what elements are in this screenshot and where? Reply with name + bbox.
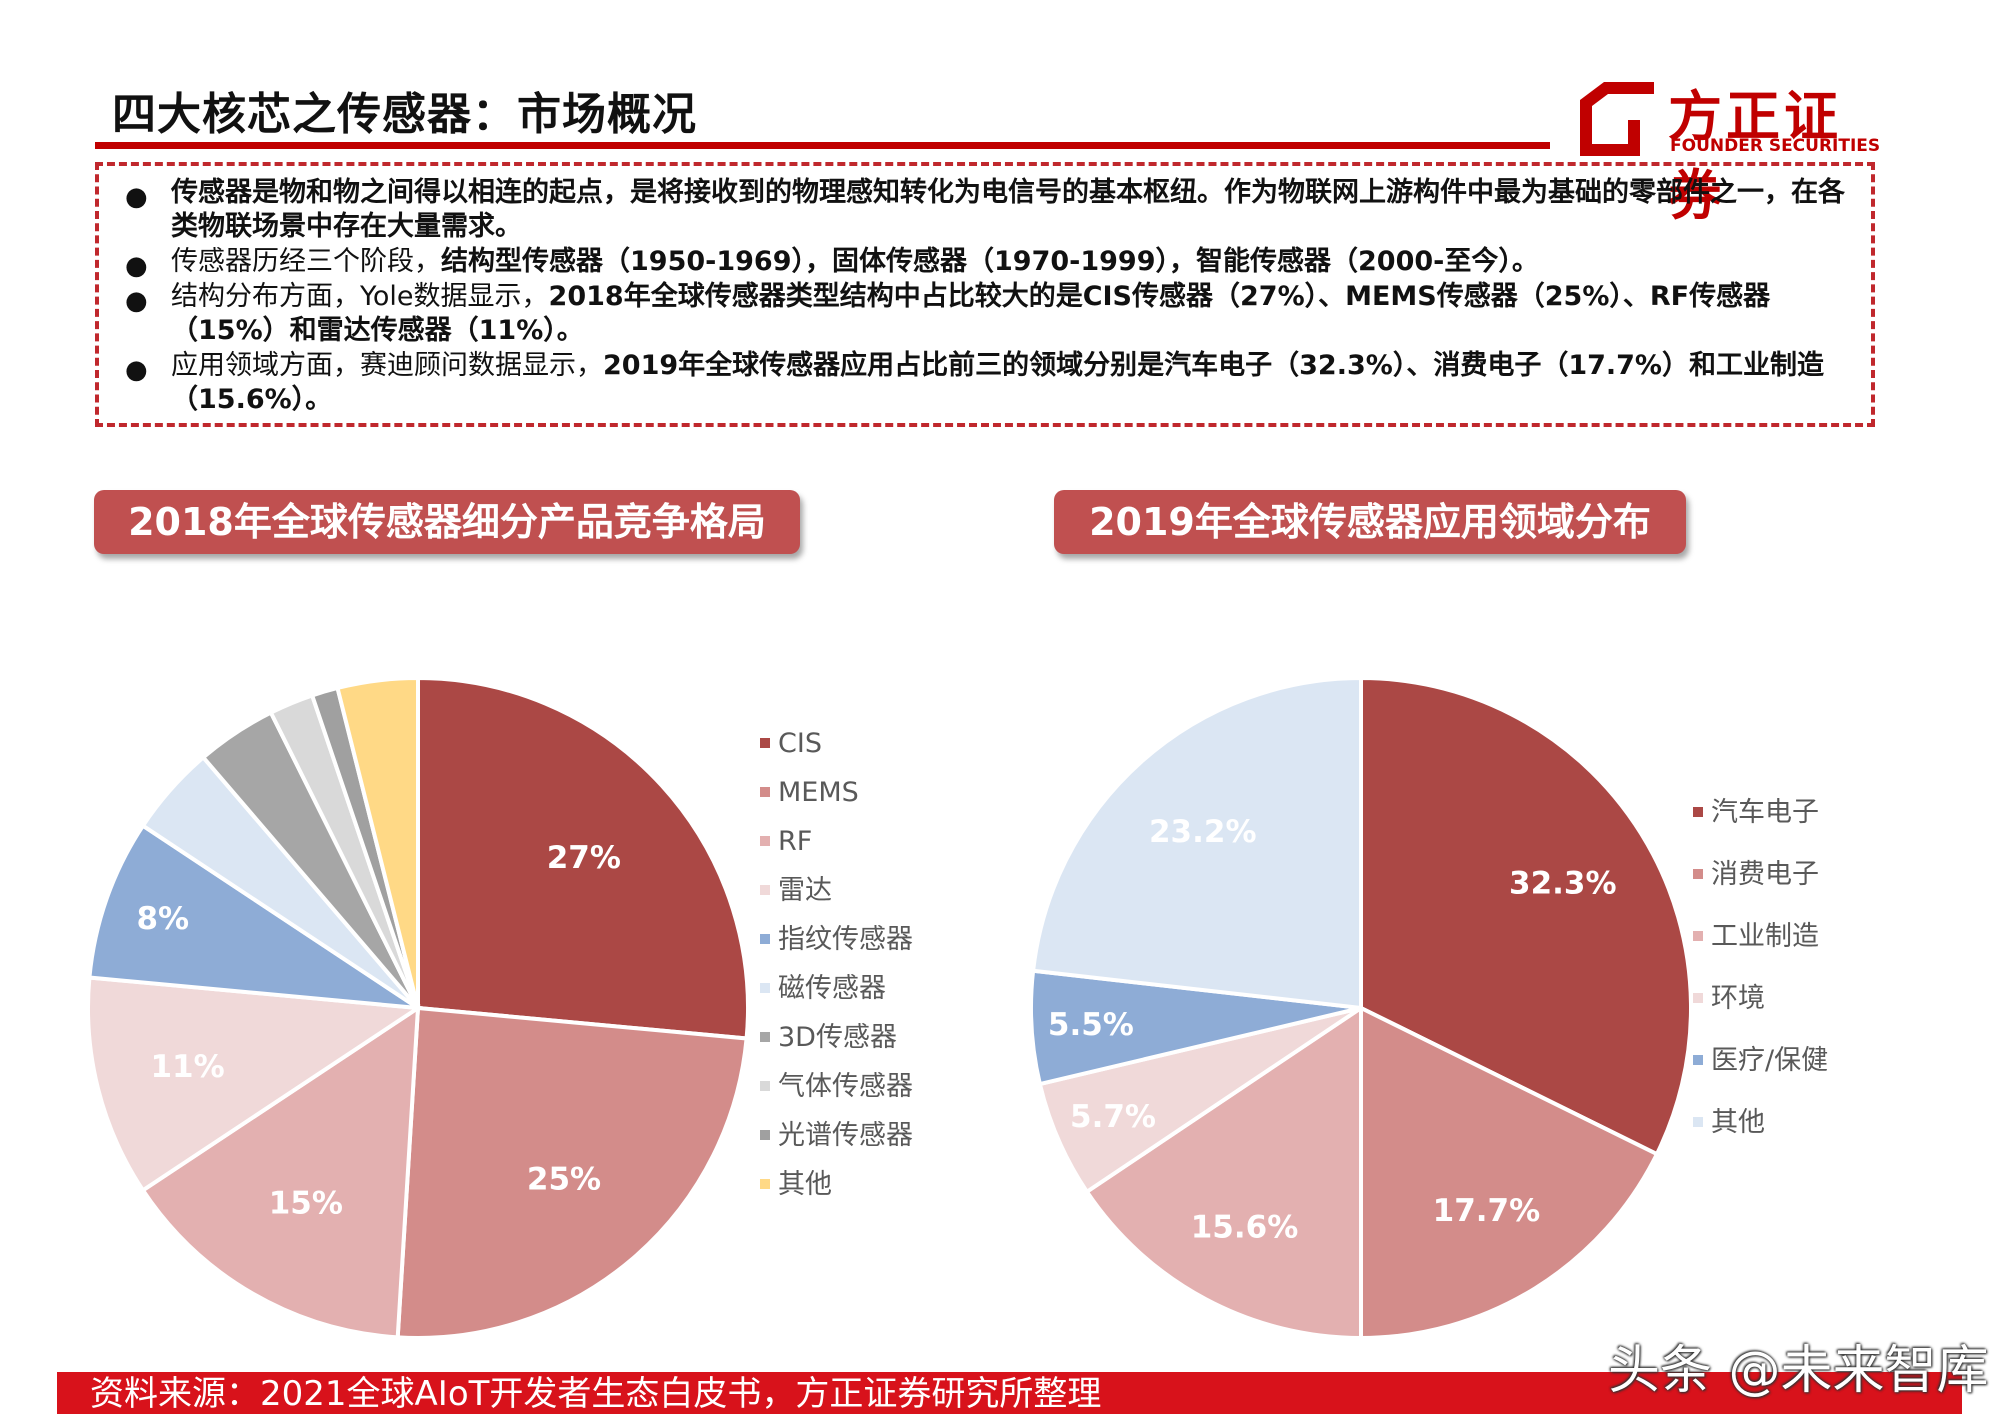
legend-swatch	[760, 1081, 770, 1091]
legend-swatch	[760, 885, 770, 895]
data-label: 25%	[527, 1161, 601, 1197]
bullet-4-emph: 2019年全球传感器应用占比前三的领域分别是汽车电子（32.3%）、消费电子（1…	[171, 350, 1824, 415]
legend-swatch	[760, 836, 770, 846]
legend-swatch	[760, 983, 770, 993]
title-divider	[95, 142, 1550, 149]
pie-slice-CIS	[416, 675, 750, 1041]
page-title: 四大核芯之传感器：市场概况	[112, 89, 697, 140]
right-chart-title: 2019年全球传感器应用领域分布	[1054, 490, 1686, 554]
legend-swatch	[760, 1130, 770, 1140]
data-label: 8%	[136, 901, 189, 937]
bullet-item: ● 应用领域方面，赛迪顾问数据显示，2019年全球传感器应用占比前三的领域分别是汽…	[119, 349, 1859, 417]
pie-slice-其他	[1030, 675, 1363, 1011]
bullet-4-lead: 应用领域方面，赛迪顾问数据显示，	[171, 350, 603, 381]
pie-slice-MEMS	[395, 1005, 749, 1340]
data-label: 17.7%	[1433, 1193, 1541, 1229]
data-label: 5.7%	[1070, 1099, 1156, 1135]
data-label: 27%	[547, 840, 621, 876]
legend-item-label: 其他	[778, 1169, 832, 1200]
pie-slice-RF	[140, 1004, 421, 1340]
legend-item-label: 指纹传感器	[778, 924, 913, 955]
bullet-icon: ●	[125, 182, 148, 212]
pie-slice-其他	[335, 675, 420, 1009]
legend-item-label: MEMS	[778, 777, 859, 808]
pie-slice-汽车电子	[1359, 675, 1693, 1157]
watermark: 头条 @未来智库	[1608, 1341, 1989, 1401]
legend-item-label: 汽车电子	[1711, 797, 1819, 828]
legend-item-label: 医疗/保健	[1711, 1045, 1828, 1076]
bullet-2-emph: 结构型传感器（1950-1969），固体传感器（1970-1999），智能传感器…	[441, 246, 1539, 277]
legend-item-label: 气体传感器	[778, 1071, 913, 1102]
legend-item-label: 磁传感器	[778, 973, 886, 1004]
legend-swatch	[1693, 993, 1703, 1003]
legend-item-label: 消费电子	[1711, 859, 1819, 890]
bullet-icon: ●	[125, 355, 148, 385]
bullet-2-lead: 传感器历经三个阶段，	[171, 246, 441, 277]
bullet-icon: ●	[125, 286, 148, 316]
company-logo: 方正证券 FOUNDER SECURITIES	[1578, 70, 1898, 227]
pie-slice-消费电子	[1359, 1004, 1660, 1341]
logo-text-cn: 方正证券	[1668, 85, 1842, 227]
founder-logo-icon	[1580, 82, 1654, 156]
legend-item-label: 雷达	[778, 875, 832, 906]
bullet-1-text: 传感器是物和物之间得以相连的起点，是将接收到的物理感知转化为电信号的基本枢纽。作…	[171, 177, 1845, 242]
legend-swatch	[760, 738, 770, 748]
pie-slice-指纹传感器	[87, 822, 420, 1010]
footer-bar	[57, 1372, 1962, 1414]
summary-list: ● 传感器是物和物之间得以相连的起点，是将接收到的物理感知转化为电信号的基本枢纽。…	[119, 176, 1859, 418]
legend-swatch	[1693, 1055, 1703, 1065]
data-label: 15%	[269, 1185, 343, 1221]
legend-item-label: 其他	[1711, 1107, 1765, 1138]
bullet-item: ● 传感器是物和物之间得以相连的起点，是将接收到的物理感知转化为电信号的基本枢纽。…	[119, 176, 1859, 244]
legend-swatch	[760, 934, 770, 944]
bullet-item: ● 结构分布方面，Yole数据显示，2018年全球传感器类型结构中占比较大的是CI…	[119, 280, 1859, 348]
summary-box: ● 传感器是物和物之间得以相连的起点，是将接收到的物理感知转化为电信号的基本枢纽。…	[95, 162, 1875, 427]
legend-item-label: 3D传感器	[778, 1022, 897, 1053]
legend-item-label: 光谱传感器	[778, 1120, 913, 1151]
bullet-3-emph: 2018年全球传感器类型结构中占比较大的是CIS传感器（27%）、MEMS传感器…	[171, 281, 1771, 346]
legend-swatch	[1693, 1117, 1703, 1127]
legend-item-label: 工业制造	[1711, 921, 1819, 952]
data-label: 23.2%	[1149, 814, 1257, 850]
legend-swatch	[760, 1179, 770, 1189]
bullet-item: ● 传感器历经三个阶段，结构型传感器（1950-1969），固体传感器（1970-…	[119, 245, 1859, 281]
data-label: 32.3%	[1509, 866, 1617, 902]
bullet-3-lead: 结构分布方面，Yole数据显示，	[171, 281, 549, 312]
legend-swatch	[760, 787, 770, 797]
legend-item-label: CIS	[778, 728, 822, 759]
legend-swatch	[1693, 807, 1703, 817]
legend-item-label: RF	[778, 826, 812, 857]
pie-slice-雷达	[86, 975, 424, 1194]
legend-swatch	[1693, 869, 1703, 879]
logo-text-en: FOUNDER SECURITIES	[1670, 136, 1881, 156]
data-label: 5.5%	[1048, 1007, 1134, 1043]
legend-item-label: 环境	[1711, 983, 1765, 1014]
data-label: 11%	[150, 1049, 224, 1085]
pie-slice-工业制造	[1084, 1004, 1363, 1341]
left-chart-title: 2018年全球传感器细分产品竞争格局	[94, 490, 800, 554]
source-note: 资料来源：2021全球AIoT开发者生态白皮书，方正证券研究所整理	[90, 1374, 1102, 1414]
data-label: 15.6%	[1191, 1209, 1299, 1245]
legend-swatch	[1693, 931, 1703, 941]
bullet-icon: ●	[125, 251, 148, 281]
legend-swatch	[760, 1032, 770, 1042]
